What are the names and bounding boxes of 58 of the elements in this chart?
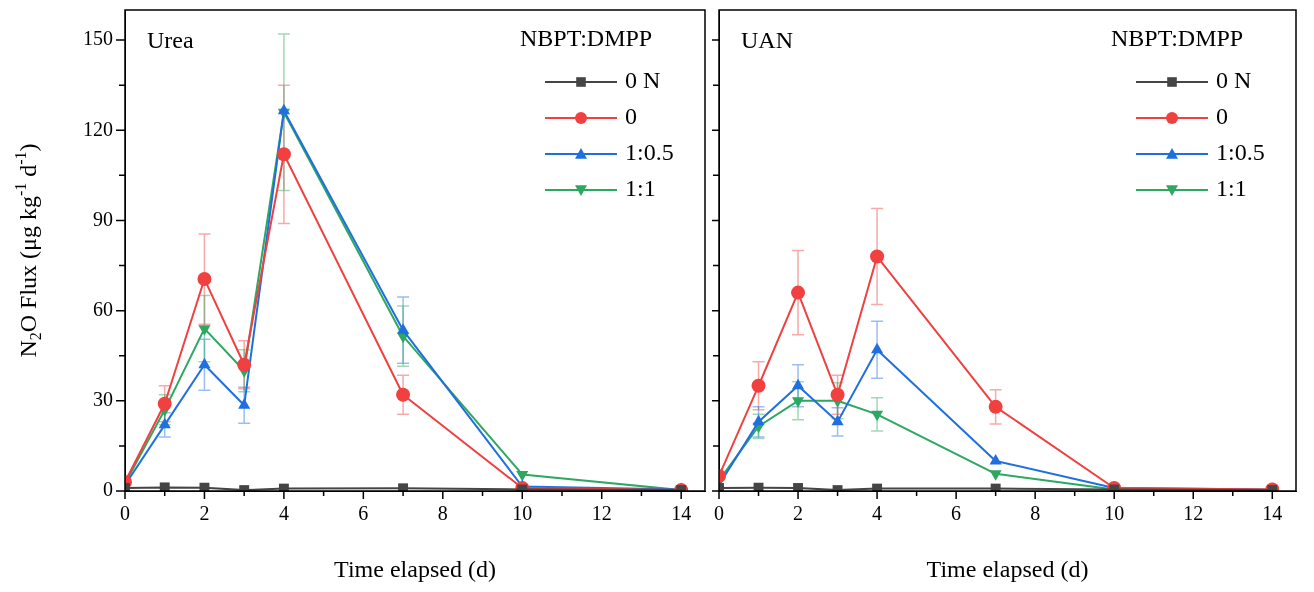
x-tick-label: 14	[1262, 502, 1283, 525]
x-tick-label: 14	[671, 502, 692, 525]
x-axis-title: Time elapsed (d)	[334, 556, 496, 583]
x-tick-label: 4	[872, 502, 883, 525]
y-tick-label: 60	[93, 297, 113, 320]
y-axis-title: N2O Flux (μg kg-1 d-1)	[11, 143, 45, 358]
point	[237, 357, 252, 372]
y-tick-label: 90	[93, 207, 113, 230]
legend-label: 0 N	[625, 67, 661, 94]
legend-title: NBPT:DMPP	[520, 25, 653, 52]
point	[989, 453, 1002, 465]
text: UAN	[741, 27, 793, 54]
y-tick-label: 0	[103, 478, 113, 501]
point	[871, 342, 884, 354]
text: Urea	[147, 27, 194, 54]
legend-label: 0	[1216, 103, 1228, 130]
x-tick-label: 2	[199, 502, 210, 525]
legend-label: 1:1	[625, 175, 656, 202]
point	[870, 249, 885, 264]
legend-label: 0	[625, 103, 637, 130]
legend-label: 0 N	[1216, 67, 1252, 94]
point	[159, 482, 170, 491]
x-tick-label: 10	[512, 502, 533, 525]
point	[197, 272, 212, 287]
x-tick-label: 0	[120, 502, 130, 525]
point	[397, 323, 410, 334]
point	[751, 378, 766, 393]
y-tick-label: 120	[83, 117, 113, 140]
y-tick-label: 150	[83, 27, 113, 50]
point	[158, 417, 171, 429]
y-tick-label: 30	[93, 388, 113, 411]
x-tick-label: 0	[714, 502, 724, 525]
legend-label: 1:0.5	[1216, 139, 1265, 166]
point	[831, 414, 844, 426]
x-tick-label: 12	[1183, 502, 1204, 525]
legend-title: NBPT:DMPP	[1111, 25, 1244, 52]
point	[830, 387, 845, 402]
point	[398, 483, 409, 491]
point	[157, 396, 172, 411]
x-tick-label: 2	[793, 502, 804, 525]
x-tick-label: 8	[437, 502, 448, 525]
x-tick-label: 6	[358, 502, 369, 525]
x-tick-label: 6	[951, 502, 962, 525]
x-axis-title: Time elapsed (d)	[926, 556, 1089, 583]
point	[396, 387, 411, 402]
point	[988, 399, 1003, 414]
point	[791, 378, 805, 390]
point	[198, 357, 211, 369]
x-tick-label: 8	[1030, 502, 1041, 525]
legend-label: 1:0.5	[625, 139, 674, 166]
point	[752, 414, 765, 426]
point	[276, 147, 291, 162]
x-tick-label: 4	[278, 502, 289, 525]
point	[791, 285, 806, 300]
legend-label: 1:1	[1216, 175, 1247, 202]
point	[238, 398, 251, 409]
x-tick-label: 10	[1104, 502, 1125, 525]
x-tick-label: 12	[591, 502, 612, 525]
